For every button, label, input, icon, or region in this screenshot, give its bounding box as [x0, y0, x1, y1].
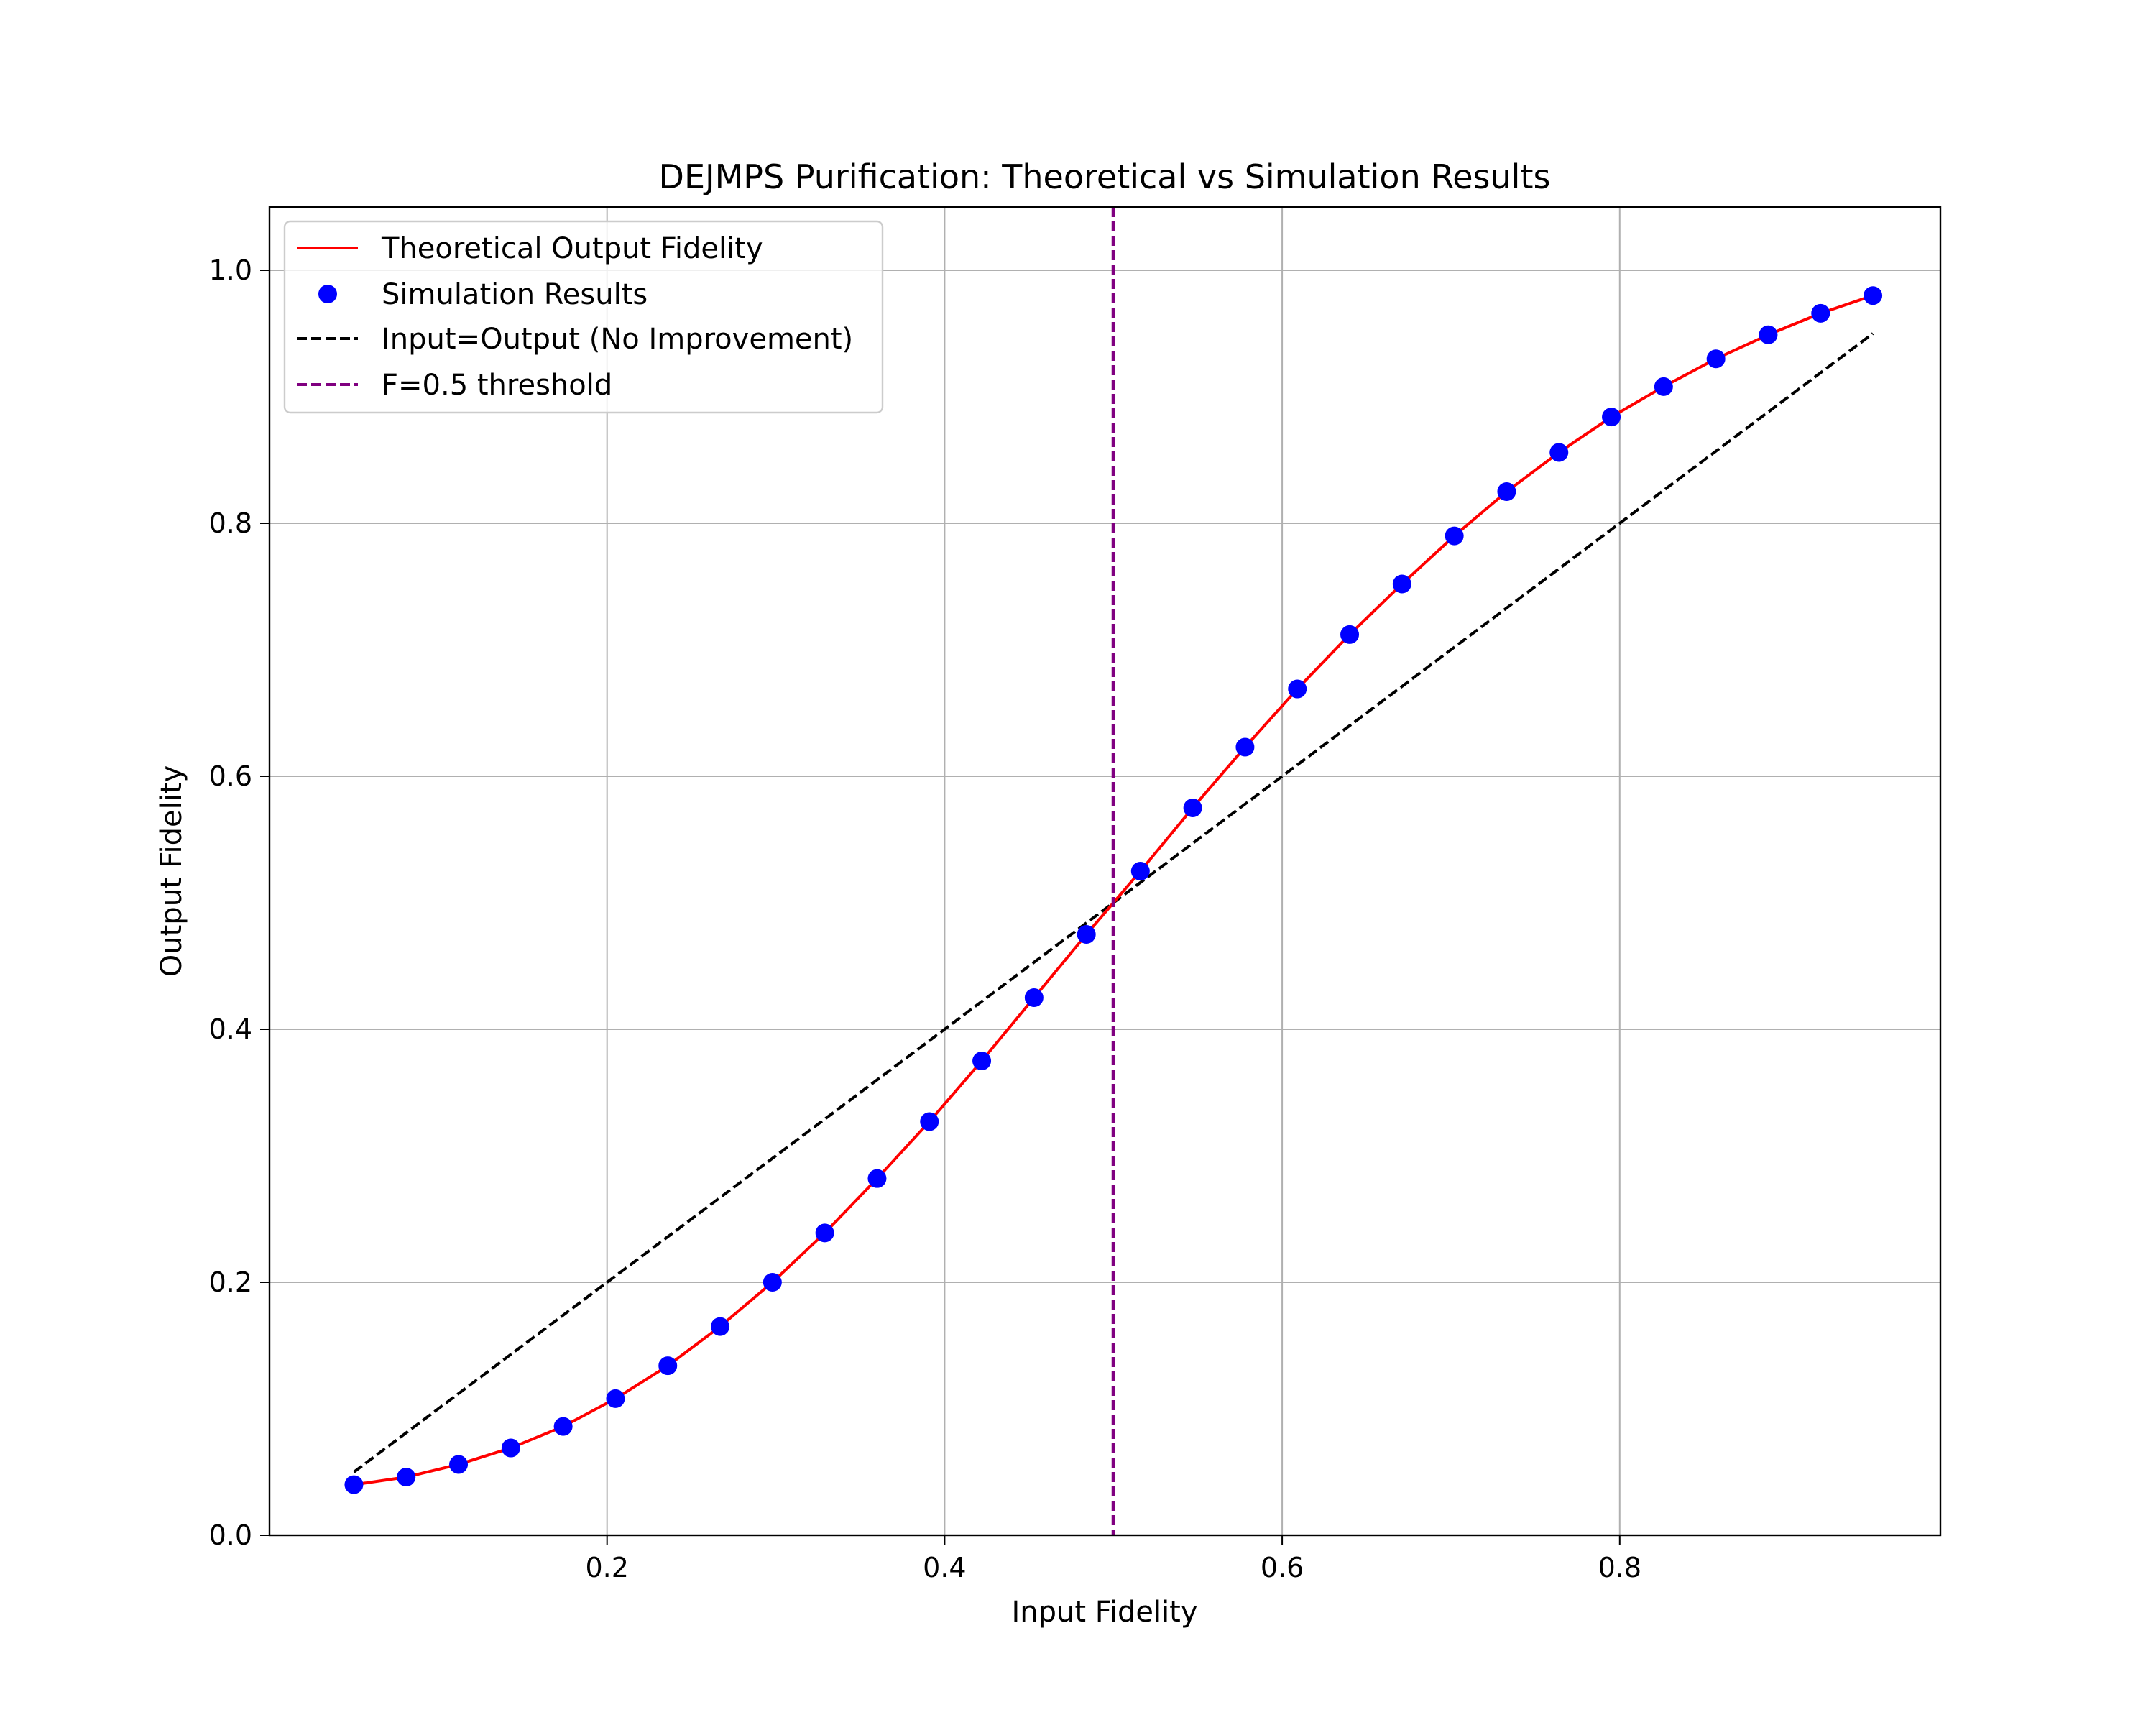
series-layer [344, 207, 1883, 1535]
legend-label-threshold: F=0.5 threshold [382, 369, 612, 402]
x-tick-label: 0.8 [1598, 1552, 1641, 1583]
simulation-point [1130, 862, 1150, 880]
simulation-point [553, 1417, 573, 1436]
x-tick-label: 0.2 [585, 1552, 628, 1583]
simulation-point [1288, 679, 1307, 699]
legend-swatch-simulation [318, 285, 337, 303]
simulation-point [1706, 349, 1726, 369]
x-tick-label: 0.4 [923, 1552, 966, 1583]
x-axis-title: Input Fidelity [1011, 1596, 1197, 1629]
ticks: 0.2 0.4 0.6 0.8 0.0 0.2 0.4 0.6 0.8 1.0 [209, 254, 1641, 1583]
simulation-point [1077, 925, 1096, 944]
simulation-point [606, 1389, 625, 1408]
simulation-point [815, 1223, 834, 1243]
simulation-point [1864, 286, 1883, 305]
plot-area [270, 207, 1940, 1535]
simulation-point [658, 1356, 678, 1376]
y-tick-label: 0.6 [209, 760, 252, 792]
legend-label-theoretical: Theoretical Output Fidelity [381, 232, 763, 265]
simulation-point [711, 1317, 730, 1336]
simulation-point [449, 1455, 469, 1474]
simulation-point [1654, 377, 1673, 396]
y-tick-label: 0.4 [209, 1013, 252, 1045]
simulation-point [972, 1052, 992, 1070]
simulation-point [1602, 408, 1621, 427]
chart-title: DEJMPS Purification: Theoretical vs Simu… [659, 157, 1551, 196]
legend-frame [283, 220, 884, 414]
simulation-point [1183, 799, 1202, 817]
plot-frame [268, 206, 1942, 1537]
simulation-point [1549, 443, 1569, 462]
legend-label-identity: Input=Output (No Improvement) [382, 323, 853, 356]
simulation-point [867, 1169, 887, 1188]
simulation-point [1445, 526, 1464, 546]
y-tick-label: 0.0 [209, 1519, 252, 1551]
y-tick-label: 1.0 [209, 254, 252, 286]
simulation-point [1811, 303, 1830, 323]
y-tick-label: 0.2 [209, 1266, 252, 1298]
simulation-point [501, 1438, 520, 1458]
simulation-point [920, 1112, 939, 1131]
y-tick-label: 0.8 [209, 507, 252, 539]
simulation-point [344, 1475, 364, 1494]
legend-label-simulation: Simulation Results [382, 278, 648, 311]
x-tick-label: 0.6 [1261, 1552, 1304, 1583]
simulation-point [1759, 325, 1778, 344]
simulation-point [1024, 988, 1044, 1007]
simulation-point [1235, 737, 1255, 757]
y-axis-title: Output Fidelity [155, 765, 188, 977]
simulation-point [1340, 625, 1360, 644]
simulation-point [1392, 574, 1411, 594]
legend: Theoretical Output Fidelity Simulation R… [283, 220, 884, 414]
simulation-point [1497, 482, 1516, 501]
simulation-point [763, 1273, 782, 1292]
simulation-point [397, 1468, 416, 1487]
